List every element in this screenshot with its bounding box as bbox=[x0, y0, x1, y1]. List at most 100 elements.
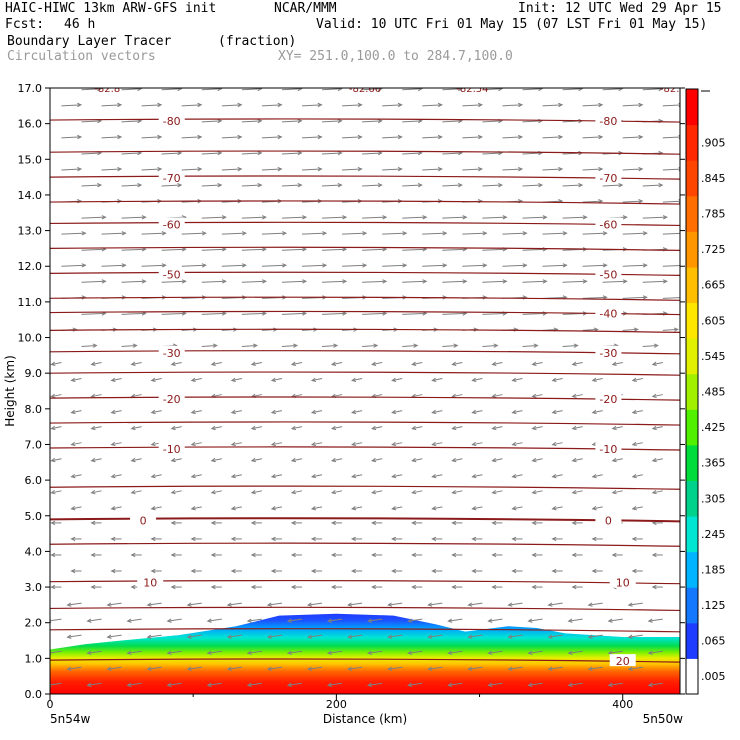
circulation-vector bbox=[211, 394, 222, 398]
vector-arrowhead bbox=[518, 166, 524, 172]
circulation-vector bbox=[642, 344, 658, 347]
vector-arrowhead bbox=[493, 343, 499, 348]
circulation-vector bbox=[141, 168, 162, 171]
circulation-vector bbox=[612, 361, 623, 365]
circulation-vector bbox=[271, 442, 283, 446]
circulation-vector bbox=[612, 490, 623, 494]
vector-arrowhead bbox=[491, 457, 497, 463]
vector-arrowhead bbox=[317, 134, 323, 140]
isotherm-label: 0 bbox=[140, 514, 147, 527]
vector-arrowhead bbox=[326, 650, 333, 655]
vector-arrowhead bbox=[631, 568, 637, 574]
vector-arrowhead bbox=[491, 490, 497, 495]
vector-arrowhead bbox=[551, 441, 557, 447]
vector-arrowhead bbox=[101, 215, 107, 220]
vector-arrowhead bbox=[491, 425, 497, 431]
circulation-vector bbox=[201, 88, 222, 91]
circulation-vector bbox=[452, 490, 463, 494]
vector-arrowhead bbox=[150, 409, 156, 415]
vector-arrowhead bbox=[471, 441, 477, 447]
vector-arrowhead bbox=[591, 536, 597, 542]
vector-arrowhead bbox=[631, 506, 637, 511]
circulation-vector bbox=[221, 104, 242, 107]
vector-arrowhead bbox=[77, 134, 83, 140]
vector-arrowhead bbox=[367, 618, 373, 623]
vector-arrowhead bbox=[511, 536, 517, 542]
circulation-vector bbox=[442, 216, 467, 219]
vector-arrowhead bbox=[551, 506, 557, 511]
vector-arrowhead bbox=[293, 343, 299, 348]
vector-arrowhead bbox=[602, 231, 608, 236]
isotherm-label: -80 bbox=[163, 115, 181, 128]
circulation-vector bbox=[61, 136, 81, 139]
vector-arrowhead bbox=[547, 666, 553, 671]
isotherm-line bbox=[50, 421, 680, 426]
vector-arrowhead bbox=[458, 88, 463, 92]
vector-arrowhead bbox=[266, 602, 272, 607]
circulation-vector bbox=[81, 184, 102, 187]
vector-arrowhead bbox=[527, 650, 533, 655]
circulation-vector bbox=[422, 104, 442, 107]
vector-arrowhead bbox=[257, 183, 263, 188]
vector-arrowhead bbox=[270, 473, 276, 479]
vector-arrowhead bbox=[591, 506, 597, 511]
vector-arrowhead bbox=[397, 102, 403, 108]
circulation-vector bbox=[562, 280, 587, 283]
circulation-vector bbox=[331, 361, 343, 365]
vector-arrowhead bbox=[591, 377, 597, 383]
vector-arrowhead bbox=[326, 618, 333, 623]
vector-arrowhead bbox=[190, 441, 196, 447]
circulation-vector bbox=[482, 216, 507, 219]
vector-arrowhead bbox=[290, 457, 296, 463]
vector-arrowhead bbox=[447, 650, 453, 655]
vector-arrowhead bbox=[631, 377, 637, 383]
circulation-vector bbox=[61, 168, 81, 171]
circulation-vector bbox=[147, 666, 162, 670]
circulation-vector bbox=[592, 410, 603, 414]
vector-arrowhead bbox=[130, 584, 136, 590]
circulation-vector bbox=[648, 650, 663, 654]
vector-arrowhead bbox=[230, 441, 236, 447]
vector-arrowhead bbox=[337, 118, 343, 124]
vector-arrowhead bbox=[651, 425, 657, 431]
circulation-vector bbox=[107, 634, 122, 638]
circulation-vector bbox=[482, 152, 502, 155]
circulation-vector bbox=[231, 378, 242, 382]
circulation-vector bbox=[241, 184, 262, 187]
vector-arrowhead bbox=[371, 520, 377, 526]
circulation-vector bbox=[482, 344, 498, 347]
vector-arrowhead bbox=[362, 231, 368, 236]
vector-arrowhead bbox=[210, 425, 216, 431]
circulation-vector bbox=[281, 88, 302, 91]
circulation-vector bbox=[652, 394, 663, 398]
circulation-vector bbox=[468, 666, 483, 670]
circulation-vector bbox=[167, 650, 182, 654]
vector-arrowhead bbox=[391, 473, 397, 479]
vector-arrowhead bbox=[50, 584, 56, 590]
circulation-vector bbox=[91, 458, 102, 462]
circulation-vector bbox=[542, 168, 563, 171]
circulation-vector bbox=[392, 474, 403, 478]
colorbar-swatch bbox=[686, 587, 698, 624]
circulation-vector bbox=[151, 410, 162, 414]
circulation-vector bbox=[181, 136, 202, 139]
vector-arrowhead bbox=[491, 361, 497, 366]
vector-arrowhead bbox=[297, 150, 303, 156]
vector-arrowhead bbox=[186, 666, 192, 671]
vector-arrowhead bbox=[531, 457, 537, 463]
circulation-vector bbox=[227, 666, 242, 670]
circulation-vector bbox=[548, 666, 563, 670]
isotherm-label-bg bbox=[595, 513, 622, 526]
circulation-vector bbox=[412, 361, 423, 365]
circulation-vector bbox=[522, 344, 538, 347]
vector-arrowhead bbox=[230, 473, 236, 479]
isotherm-label: 10 bbox=[143, 577, 157, 590]
circulation-vector bbox=[402, 184, 422, 187]
colorbar-tick-label: .485 bbox=[701, 386, 726, 399]
vector-arrowhead bbox=[618, 88, 624, 92]
circulation-vector bbox=[402, 120, 422, 123]
colorbar-swatch bbox=[686, 195, 698, 232]
vector-arrowhead bbox=[673, 327, 679, 332]
vector-arrowhead bbox=[422, 215, 428, 220]
